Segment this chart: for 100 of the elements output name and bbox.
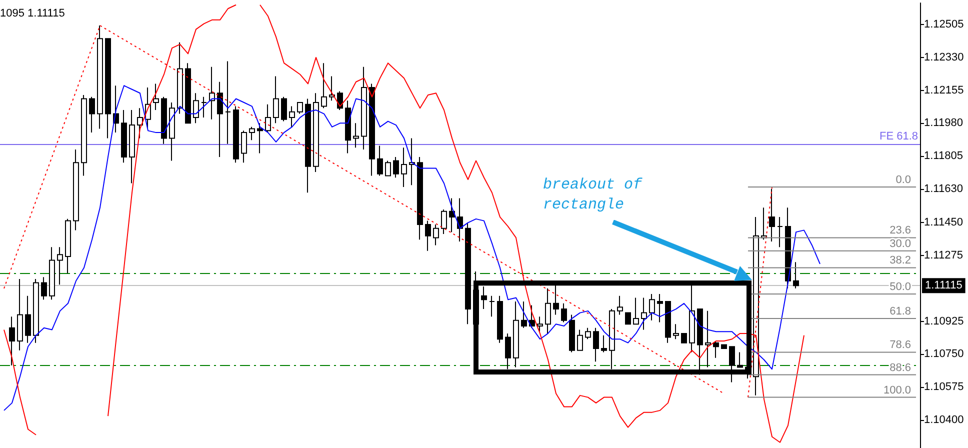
- candlestick: [153, 83, 159, 111]
- candlestick: [305, 98, 311, 194]
- candlestick: [385, 160, 391, 176]
- candlestick: [489, 295, 495, 318]
- candlestick: [33, 278, 39, 344]
- candlestick: [233, 106, 239, 164]
- candlestick: [665, 301, 671, 344]
- candlestick: [249, 126, 255, 141]
- candlestick: [689, 284, 695, 353]
- candlestick: [681, 332, 687, 344]
- ref-line-label: 1.11115: [925, 280, 962, 292]
- candlestick: [505, 332, 511, 370]
- candlestick: [537, 316, 543, 332]
- line-series: [4, 85, 820, 411]
- candlestick: [289, 106, 295, 128]
- candlestick: [425, 220, 431, 252]
- candlestick: [737, 352, 743, 368]
- candlestick: [409, 138, 415, 186]
- series-label: 78.6: [890, 339, 911, 352]
- candlestick: [129, 110, 135, 184]
- candlestick: [81, 94, 87, 176]
- y-tick-label: 1.10750: [924, 348, 964, 360]
- y-tick-label: 1.12330: [924, 51, 964, 64]
- candlestick: [177, 42, 183, 114]
- candlestick: [25, 295, 31, 344]
- candlestick: [417, 156, 423, 240]
- candlestick: [65, 218, 71, 274]
- candlestick: [201, 96, 207, 118]
- ref-line-label: FE 61.8: [879, 130, 918, 142]
- candlestick: [465, 222, 471, 325]
- candlestick: [673, 324, 679, 340]
- candlestick: [169, 102, 175, 162]
- candlestick: [89, 96, 95, 134]
- candlestick: [569, 314, 575, 353]
- candlestick: [369, 83, 375, 176]
- y-tick-label: 1.10925: [924, 315, 964, 328]
- annotation: 1095 1.11115: [0, 8, 65, 20]
- candlestick: [497, 295, 503, 344]
- candlestick: [713, 340, 719, 358]
- candlestick: [609, 308, 615, 370]
- candlestick: [721, 344, 727, 349]
- candlestick: [433, 224, 439, 246]
- candlestick: [617, 295, 623, 316]
- candlestick: [377, 145, 383, 176]
- candlestick: [281, 96, 287, 122]
- candlestick: [273, 76, 279, 124]
- candlestick: [49, 246, 55, 300]
- candlestick: [705, 310, 711, 368]
- candlestick: [441, 209, 447, 234]
- y-tick-label: 1.12505: [924, 18, 964, 31]
- candlestick: [17, 278, 23, 351]
- y-tick-label: 1.10400: [924, 414, 964, 426]
- candlestick: [513, 301, 519, 368]
- y-tick-label: 1.11630: [924, 182, 963, 195]
- candlestick: [793, 262, 799, 289]
- candlestick: [353, 122, 359, 148]
- candlestick: [297, 102, 303, 114]
- y-tick-label: 1.11275: [924, 250, 963, 262]
- candlestick: [393, 156, 399, 178]
- y-tick-label: 1.10575: [924, 380, 964, 393]
- series-label: 50.0: [890, 281, 911, 294]
- candlestick: [241, 130, 247, 164]
- candlestick: [9, 316, 15, 366]
- y-tick-label: 1.11805: [924, 150, 963, 162]
- candlestick: [401, 147, 407, 188]
- series-label: 61.8: [890, 305, 911, 318]
- candlestick: [97, 25, 103, 130]
- candlestick: [553, 284, 559, 316]
- candlestick: [57, 246, 63, 286]
- candlestick: [529, 304, 535, 328]
- series-label: 88.6: [890, 362, 911, 374]
- candlestick: [577, 329, 583, 351]
- candlestick: [209, 66, 215, 120]
- candlestick: [585, 327, 591, 340]
- candlestick: [193, 92, 199, 124]
- candlestick: [105, 38, 111, 139]
- candlestick: [345, 100, 351, 154]
- candlestick: [329, 76, 335, 102]
- candlestick: [361, 66, 367, 150]
- candlestick: [41, 276, 47, 300]
- series-label: 0.0: [896, 174, 911, 186]
- candlestick: [257, 122, 263, 154]
- candlestick: [625, 312, 631, 325]
- annotation: breakout of rectangle: [543, 176, 652, 214]
- candlestick: [545, 288, 551, 334]
- candlestick: [769, 188, 775, 242]
- candlestick: [481, 286, 487, 310]
- candlestick: [321, 62, 327, 109]
- candlestick: [641, 297, 647, 330]
- candlestick: [73, 148, 79, 231]
- candlestick: [185, 62, 191, 124]
- candlestick: [649, 294, 655, 321]
- candlestick: [225, 60, 231, 144]
- candlestick: [633, 297, 639, 325]
- series-label: 30.0: [890, 238, 911, 250]
- candlestick: [657, 294, 663, 323]
- y-tick-label: 1.11980: [924, 117, 963, 130]
- y-tick-label: 1.12155: [924, 84, 964, 96]
- series-label: 38.2: [890, 254, 911, 267]
- candlestick: [265, 104, 271, 134]
